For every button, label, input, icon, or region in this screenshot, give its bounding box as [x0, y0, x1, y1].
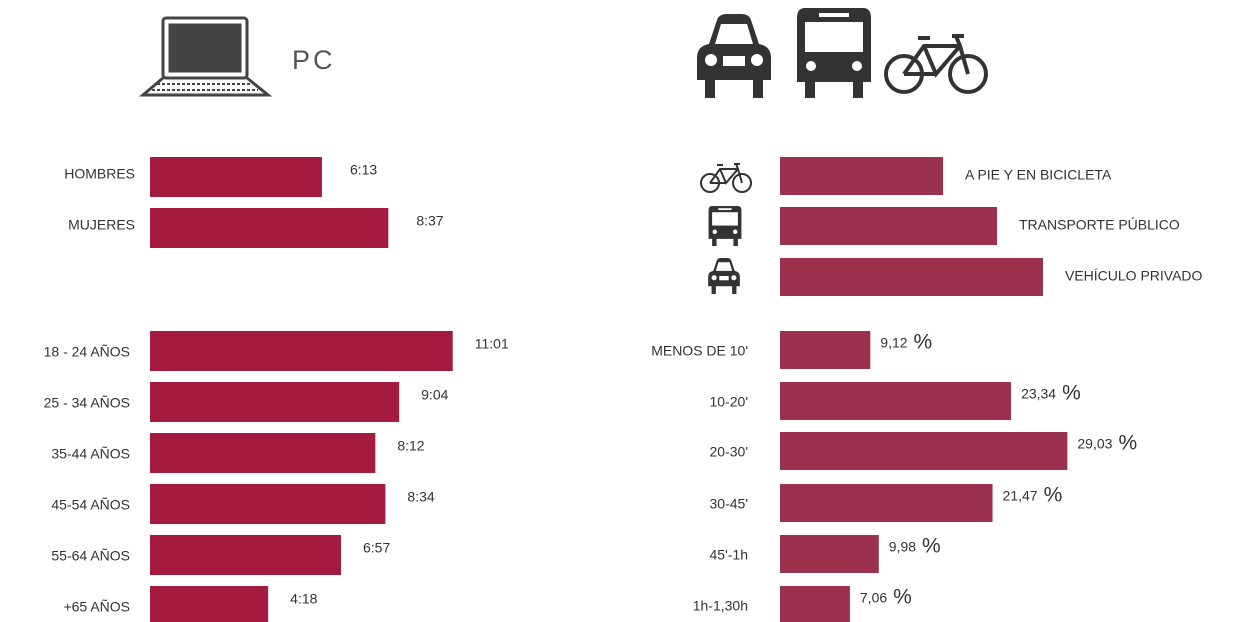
category-label: HOMBRES: [64, 166, 135, 182]
category-label: 35-44 AÑOS: [51, 446, 130, 462]
category-label: +65 AÑOS: [63, 599, 130, 615]
unit-label: %: [1044, 484, 1063, 507]
bar: [780, 258, 1043, 296]
value-label: 23,34: [1021, 386, 1056, 402]
value-label: 9:04: [421, 387, 448, 403]
bar: [150, 586, 269, 622]
value-label: 6:13: [350, 162, 377, 178]
category-label: 25 - 34 AÑOS: [44, 395, 130, 411]
category-label: MUJERES: [68, 217, 135, 233]
value-label: 7,06: [860, 590, 887, 606]
category-label: 1h-1,30h: [693, 598, 748, 614]
bar: [150, 484, 386, 524]
category-label: 30-45': [710, 496, 748, 512]
unit-label: %: [893, 586, 912, 609]
value-label: 21,47: [1003, 488, 1038, 504]
category-label: 10-20': [710, 394, 748, 410]
value-label: 29,03: [1077, 436, 1112, 452]
bar: [780, 432, 1068, 470]
value-label: 4:18: [290, 591, 317, 607]
unit-label: %: [1062, 382, 1081, 405]
bar: [150, 331, 453, 371]
unit-label: %: [914, 331, 933, 354]
value-label: 8:37: [416, 213, 443, 229]
bus-icon-small: [708, 206, 742, 246]
bar: [780, 586, 850, 622]
value-label: 6:57: [363, 540, 390, 556]
category-label: 55-64 AÑOS: [51, 548, 130, 564]
bar: [780, 207, 997, 245]
category-label: 45-54 AÑOS: [51, 497, 130, 513]
bar: [780, 382, 1012, 420]
category-label: 18 - 24 AÑOS: [44, 344, 130, 360]
bar: [150, 208, 389, 248]
value-label: 9,98: [889, 539, 916, 555]
header-title: PC: [292, 45, 336, 75]
bar: [150, 535, 341, 575]
car-icon-small: [708, 258, 740, 294]
bike-icon: [884, 34, 988, 94]
bike-icon-small: [700, 163, 752, 193]
laptop-icon: [138, 16, 273, 97]
bar: [780, 535, 879, 573]
bar: [780, 484, 993, 522]
unit-label: %: [1118, 432, 1137, 455]
car-icon: [697, 14, 771, 98]
bar: [150, 382, 400, 422]
bar: [780, 331, 871, 369]
category-label: VEHÍCULO PRIVADO: [1065, 268, 1203, 284]
bar: [150, 157, 322, 197]
bar: [780, 157, 943, 195]
category-label: 45'-1h: [710, 547, 748, 563]
category-label: 20-30': [710, 444, 748, 460]
value-label: 8:34: [407, 489, 434, 505]
category-label: TRANSPORTE PÚBLICO: [1019, 217, 1180, 233]
bar: [150, 433, 376, 473]
value-label: 11:01: [475, 336, 509, 352]
category-label: MENOS DE 10': [651, 343, 748, 359]
value-label: 8:12: [397, 438, 424, 454]
bus-icon: [797, 8, 871, 98]
category-label: A PIE Y EN BICICLETA: [965, 167, 1112, 183]
value-label: 9,12: [880, 335, 907, 351]
unit-label: %: [922, 535, 941, 558]
